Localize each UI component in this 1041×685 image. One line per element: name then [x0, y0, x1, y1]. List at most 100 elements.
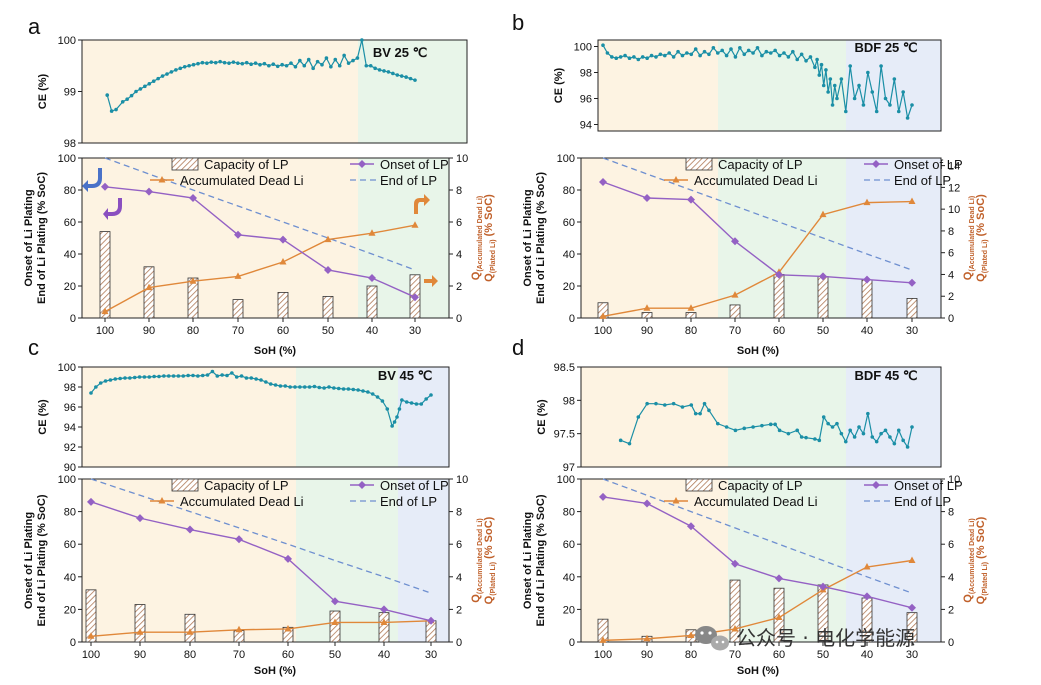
- legend-marker-onset: [872, 481, 880, 489]
- ce-ytick-label: 96: [580, 94, 592, 106]
- lp-right-tick-label: 0: [456, 637, 462, 649]
- ce-point: [370, 392, 375, 396]
- ce-point: [368, 63, 373, 68]
- ce-point: [866, 70, 870, 75]
- ce-point: [729, 47, 733, 51]
- ce-point: [283, 384, 288, 388]
- lp-xtick-label: 50: [817, 325, 829, 337]
- ce-frame: [81, 366, 450, 468]
- lp-xlabel: SoH (%): [737, 345, 780, 357]
- lp-right-label: Q(Accumulated Dead Li): [470, 196, 484, 280]
- ce-point: [724, 425, 729, 429]
- ce-point: [892, 77, 897, 81]
- point-onset-lp: [380, 605, 388, 614]
- ce-point: [601, 43, 605, 47]
- lp-xtick-label: 60: [773, 325, 785, 337]
- orange-arrow-right-icon: [424, 275, 438, 287]
- ce-point: [134, 89, 138, 94]
- ce-ytick-label: 100: [58, 362, 76, 374]
- ce-point: [685, 51, 689, 55]
- point-onset-lp: [863, 592, 871, 601]
- ce-point: [114, 107, 118, 112]
- line-end-lp: [602, 478, 913, 594]
- ce-point: [698, 53, 702, 58]
- lp-left-label: Onset of Li PlatingEnd of Li Plating (% …: [23, 172, 48, 304]
- bar-capacity-lp: [906, 298, 918, 319]
- lp-right-tick-label: 14: [948, 161, 960, 173]
- ce-point: [901, 90, 905, 94]
- purple-arrow-icon: [103, 198, 122, 220]
- line-onset-lp: [104, 186, 416, 298]
- point-onset-lp: [908, 278, 916, 287]
- ce-point: [848, 428, 852, 433]
- ce-point: [213, 60, 218, 65]
- point-dead-li: [599, 312, 607, 319]
- lp-xtick-label: 60: [773, 649, 785, 661]
- point-onset-lp: [101, 182, 109, 191]
- ce-point: [205, 373, 210, 377]
- bar-capacity-lp: [861, 279, 873, 319]
- ce-point: [191, 62, 196, 67]
- ce-point: [824, 68, 828, 72]
- lp-xtick-label: 60: [282, 649, 294, 661]
- lp-right-tick-label: 2: [456, 604, 462, 616]
- ce-point: [707, 52, 711, 57]
- point-onset-lp: [819, 272, 827, 281]
- ce-point: [843, 109, 848, 114]
- line-end-lp: [90, 478, 432, 594]
- bar-capacity-lp: [143, 266, 155, 319]
- ce-point: [738, 46, 742, 50]
- bar-capacity-lp: [232, 299, 244, 319]
- point-onset-lp: [687, 522, 695, 531]
- lp-right-tick-label: 8: [948, 507, 954, 519]
- lp-frame: [81, 157, 450, 319]
- ce-plot-b: 94 96 98 100 CE (%) BDF 25 ℃: [553, 39, 942, 132]
- ce-point: [320, 62, 324, 67]
- bar-capacity-lp: [233, 630, 245, 643]
- point-dead-li: [284, 624, 292, 632]
- ce-point: [623, 53, 627, 58]
- ce-point: [733, 428, 738, 433]
- lp-left-tick-label: 80: [563, 507, 575, 519]
- bar-capacity-lp: [329, 610, 341, 643]
- ce-point: [817, 438, 822, 443]
- ce-ytick-label: 98: [563, 395, 575, 407]
- lp-right-tick-label: 4: [948, 269, 954, 281]
- ce-point: [160, 74, 165, 78]
- ce-point: [715, 51, 720, 55]
- ce-point: [346, 61, 351, 65]
- point-dead-li: [145, 283, 153, 291]
- ce-point: [142, 375, 147, 379]
- lp-left-tick-label: 0: [569, 313, 575, 325]
- lp-right-label-q1: Q: [962, 271, 974, 280]
- ce-point: [404, 75, 408, 79]
- lp-left-tick-label: 20: [64, 281, 76, 293]
- ce-point: [317, 385, 322, 390]
- ce-point: [720, 48, 724, 53]
- ce-plot-c: 90 92 94 96 98 100 CE (%) BV 45 ℃: [37, 362, 450, 474]
- ce-ytick-label: 90: [64, 462, 76, 474]
- ce-point: [181, 374, 186, 378]
- point-onset-lp: [643, 194, 651, 202]
- lp-right-tick-label: 2: [456, 281, 462, 293]
- ce-point: [874, 109, 879, 114]
- ce-point: [306, 57, 311, 62]
- lp-left-label-line2: End of Li Plating (% SoC): [36, 172, 48, 304]
- ce-point: [413, 78, 417, 82]
- lp-right-tick-label: 4: [456, 572, 462, 584]
- ce-band-blue: [398, 367, 449, 467]
- ce-point: [768, 51, 773, 55]
- lp-right-label-unit: (% SoC): [975, 516, 987, 562]
- ce-point: [424, 397, 428, 401]
- legend-swatch-capacity: [171, 157, 199, 171]
- lp-right-label-q1: Q: [470, 271, 482, 280]
- ce-point: [231, 60, 236, 64]
- legend-label-dead: Accumulated Dead Li: [694, 173, 818, 188]
- lp-xtick-label: 60: [277, 325, 289, 337]
- lp-xtick-label: 30: [409, 325, 421, 337]
- bar-capacity-lp: [906, 612, 918, 643]
- ce-ytick-label: 92: [64, 442, 76, 454]
- lp-left-tick-label: 80: [64, 507, 76, 519]
- ce-point: [693, 47, 698, 51]
- ce-point: [143, 84, 147, 89]
